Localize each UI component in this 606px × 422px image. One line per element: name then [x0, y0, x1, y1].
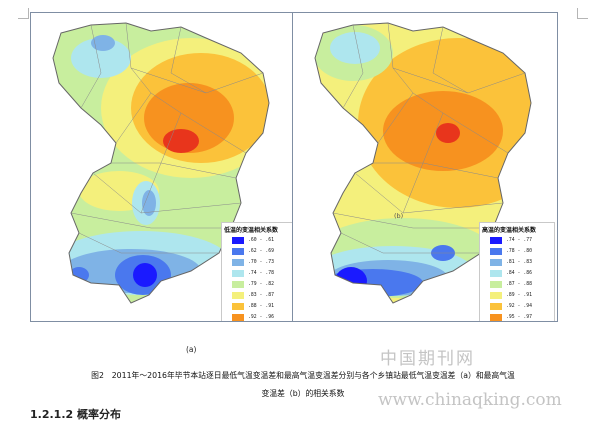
correlation-map-a: 低温的变温相关系数 .60 - .61 .62 - .69 .70 - .73 .74… [30, 12, 296, 322]
legend-swatch [232, 292, 244, 299]
legend-label: .92 - .96 [248, 315, 274, 320]
legend-swatch [490, 314, 502, 321]
legend-b-title: 高温的变温相关系数 [482, 227, 537, 234]
subfigure-label-b: (b) [394, 212, 404, 220]
legend-row: .78 - .80 [480, 246, 554, 257]
legend-row: .88 - .91 [222, 301, 295, 312]
legend-label: .89 - .91 [506, 293, 532, 298]
legend-row: .87 - .88 [480, 279, 554, 290]
subfigure-label-a: (a) [186, 345, 197, 354]
legend-label: .60 - .61 [248, 238, 274, 243]
legend-swatch [490, 259, 502, 266]
legend-row: .60 - .61 [222, 235, 295, 246]
legend-label: .79 - .82 [248, 282, 274, 287]
legend-row: .92 - .94 [480, 301, 554, 312]
correlation-map-b: 高温的变温相关系数 .74 - .77 .78 - .80 .81 - .83 .84… [292, 12, 558, 322]
legend-row: .89 - .91 [480, 290, 554, 301]
legend-swatch [232, 237, 244, 244]
legend-swatch [490, 270, 502, 277]
legend-swatch [232, 259, 244, 266]
legend-label: .84 - .86 [506, 271, 532, 276]
legend-row: .95 - .97 [480, 312, 554, 321]
map-a-graphic [52, 22, 270, 304]
legend-label: .78 - .80 [506, 249, 532, 254]
legend-label: .81 - .83 [506, 260, 532, 265]
legend-a: 低温的变温相关系数 .60 - .61 .62 - .69 .70 - .73 .74… [221, 222, 295, 321]
legend-row: .74 - .77 [480, 235, 554, 246]
legend-label: .70 - .73 [248, 260, 274, 265]
legend-a-title: 低温的变温相关系数 [224, 227, 279, 234]
legend-label: .83 - .87 [248, 293, 274, 298]
legend-row: .79 - .82 [222, 279, 295, 290]
section-heading: 1.2.1.2 概率分布 [30, 408, 121, 421]
legend-swatch [232, 303, 244, 310]
legend-b: 高温的变温相关系数 .74 - .77 .78 - .80 .81 - .83 .84… [479, 222, 555, 321]
legend-swatch [490, 237, 502, 244]
legend-swatch [232, 314, 244, 321]
legend-label: .88 - .91 [248, 304, 274, 309]
watermark-cn: 中国期刊网 [380, 349, 475, 369]
legend-swatch [490, 303, 502, 310]
legend-swatch [490, 248, 502, 255]
legend-row: .70 - .73 [222, 257, 295, 268]
figure-caption-line-2: 变温差（b）的相关系数 [261, 389, 345, 398]
legend-swatch [232, 281, 244, 288]
legend-label: .95 - .97 [506, 315, 532, 320]
legend-label: .87 - .88 [506, 282, 532, 287]
legend-row: .62 - .69 [222, 246, 295, 257]
figure-caption-line-1: 图2 2011年～2016年毕节本站逐日最低气温变温差和最高气温变温差分别与各个… [91, 371, 515, 380]
legend-label: .74 - .77 [506, 238, 532, 243]
legend-row: .81 - .83 [480, 257, 554, 268]
legend-row: .74 - .78 [222, 268, 295, 279]
legend-label: .62 - .69 [248, 249, 274, 254]
legend-swatch [232, 248, 244, 255]
legend-row: .92 - .96 [222, 312, 295, 321]
crop-mark-top-left [18, 8, 29, 19]
legend-swatch [490, 281, 502, 288]
legend-row: .84 - .86 [480, 268, 554, 279]
watermark-url: www.chinaqking.com [378, 390, 562, 410]
legend-row: .83 - .87 [222, 290, 295, 301]
legend-label: .92 - .94 [506, 304, 532, 309]
legend-swatch [490, 292, 502, 299]
crop-mark-top-right [577, 8, 588, 19]
legend-swatch [232, 270, 244, 277]
legend-label: .74 - .78 [248, 271, 274, 276]
